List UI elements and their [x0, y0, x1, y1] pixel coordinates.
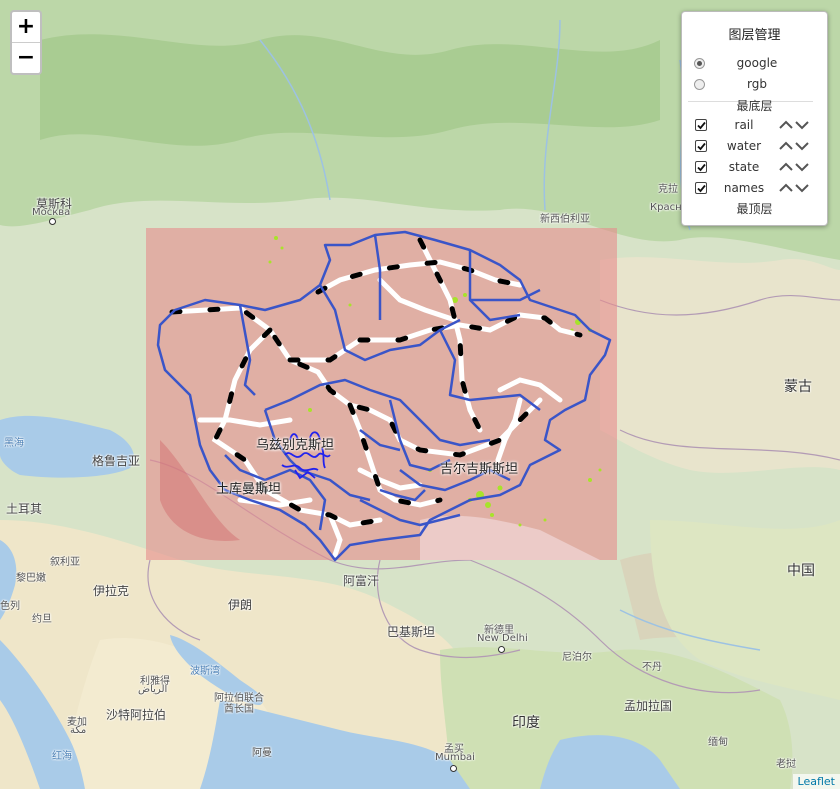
- label-uae-2: 酋长国: [224, 704, 254, 715]
- label-syria: 叙利亚: [50, 557, 80, 568]
- label-krasnoyarsk: 克拉: [658, 184, 678, 195]
- label-israel: 色列: [0, 601, 20, 612]
- move-down-icon[interactable]: [794, 181, 810, 195]
- label-myanmar: 缅甸: [708, 737, 728, 748]
- label-mecca: 麦加: [67, 717, 87, 728]
- base-layer-rgb[interactable]: rgb: [694, 75, 824, 93]
- attribution-link[interactable]: Leaflet: [792, 774, 840, 789]
- label-persian-gulf: 波斯湾: [190, 666, 220, 677]
- move-down-icon[interactable]: [794, 118, 810, 132]
- check-icon: [696, 121, 706, 129]
- label-pakistan: 巴基斯坦: [387, 625, 436, 639]
- label-mumbai-en: Mumbai: [435, 752, 475, 763]
- label-laos: 老挝: [776, 759, 796, 770]
- label-riyadh: 利雅得: [140, 676, 170, 687]
- label-uzbekistan: 乌兹别克斯坦: [256, 438, 335, 453]
- label-krasnoyarsk-ru: Красн: [650, 202, 682, 213]
- bottom-layer-caption: 最底层: [736, 99, 773, 113]
- checkbox-rail[interactable]: [695, 119, 707, 131]
- label-india: 印度: [512, 715, 540, 731]
- check-icon: [696, 184, 706, 192]
- checkbox-water[interactable]: [695, 140, 707, 152]
- move-up-icon[interactable]: [778, 118, 794, 132]
- label-china: 中国: [787, 563, 815, 579]
- label-mumbai: 孟买: [444, 744, 464, 755]
- overlay-label: water: [726, 139, 762, 153]
- layer-control-panel: 图层管理 google rgb 最底层 rail water state nam…: [681, 11, 828, 226]
- label-bangladesh: 孟加拉国: [624, 699, 673, 713]
- radio-google[interactable]: [694, 57, 705, 69]
- label-oman: 阿曼: [252, 748, 272, 759]
- city-marker-mumbai: [450, 765, 457, 772]
- label-jordan: 约旦: [32, 614, 52, 625]
- label-new-delhi-en: New Delhi: [477, 633, 528, 644]
- zoom-out-button[interactable]: −: [12, 42, 40, 73]
- label-riyadh-ar: الرياض: [138, 684, 168, 695]
- label-kyrgyzstan: 吉尔吉斯斯坦: [440, 462, 519, 477]
- label-red-sea: 红海: [52, 751, 72, 762]
- label-turkey: 土耳其: [6, 502, 43, 516]
- overlay-label: rail: [734, 118, 754, 132]
- label-turkmenistan: 土库曼斯坦: [216, 482, 282, 497]
- label-new-delhi: 新德里: [484, 625, 514, 636]
- move-down-icon[interactable]: [794, 139, 810, 153]
- label-nepal: 尼泊尔: [562, 652, 592, 663]
- radio-rgb[interactable]: [694, 78, 705, 90]
- label-moscow-ru: Москва: [32, 207, 71, 218]
- check-icon: [696, 163, 706, 171]
- label-bhutan: 不丹: [642, 662, 662, 673]
- label-lebanon: 黎巴嫩: [16, 573, 46, 584]
- overlay-label: names: [723, 181, 765, 195]
- panel-divider: [688, 101, 813, 102]
- label-afghanistan: 阿富汗: [343, 574, 380, 588]
- overlay-state[interactable]: state: [695, 158, 825, 176]
- label-novosibirsk: 新西伯利亚: [540, 214, 590, 225]
- overlay-water[interactable]: water: [695, 137, 825, 155]
- zoom-in-button[interactable]: +: [16, 14, 36, 39]
- label-mecca-ar: مكة: [70, 725, 87, 736]
- base-layer-label: google: [736, 56, 778, 70]
- label-mongolia: 蒙古: [784, 379, 812, 395]
- label-uae: 阿拉伯联合: [214, 693, 264, 704]
- top-layer-caption: 最顶层: [736, 202, 773, 216]
- base-layer-label: rgb: [747, 77, 767, 91]
- city-marker-moscow: [49, 218, 56, 225]
- check-icon: [696, 142, 706, 150]
- label-black-sea: 黑海: [4, 438, 24, 449]
- label-moscow: 莫斯科: [36, 197, 73, 211]
- city-marker-new-delhi: [498, 646, 505, 653]
- label-saudi: 沙特阿拉伯: [106, 708, 167, 722]
- label-iraq: 伊拉克: [93, 584, 130, 598]
- overlay-label: state: [728, 160, 760, 174]
- zoom-control: + −: [10, 10, 42, 75]
- overlay-names[interactable]: names: [695, 179, 825, 197]
- move-down-icon[interactable]: [794, 160, 810, 174]
- overlay-rail[interactable]: rail: [695, 116, 825, 134]
- checkbox-names[interactable]: [695, 182, 707, 194]
- checkbox-state[interactable]: [695, 161, 707, 173]
- label-georgia: 格鲁吉亚: [92, 454, 141, 468]
- base-layer-google[interactable]: google: [694, 54, 824, 72]
- label-iran: 伊朗: [228, 598, 253, 612]
- move-up-icon[interactable]: [778, 160, 794, 174]
- move-up-icon[interactable]: [778, 139, 794, 153]
- panel-title: 图层管理: [728, 28, 781, 43]
- move-up-icon[interactable]: [778, 181, 794, 195]
